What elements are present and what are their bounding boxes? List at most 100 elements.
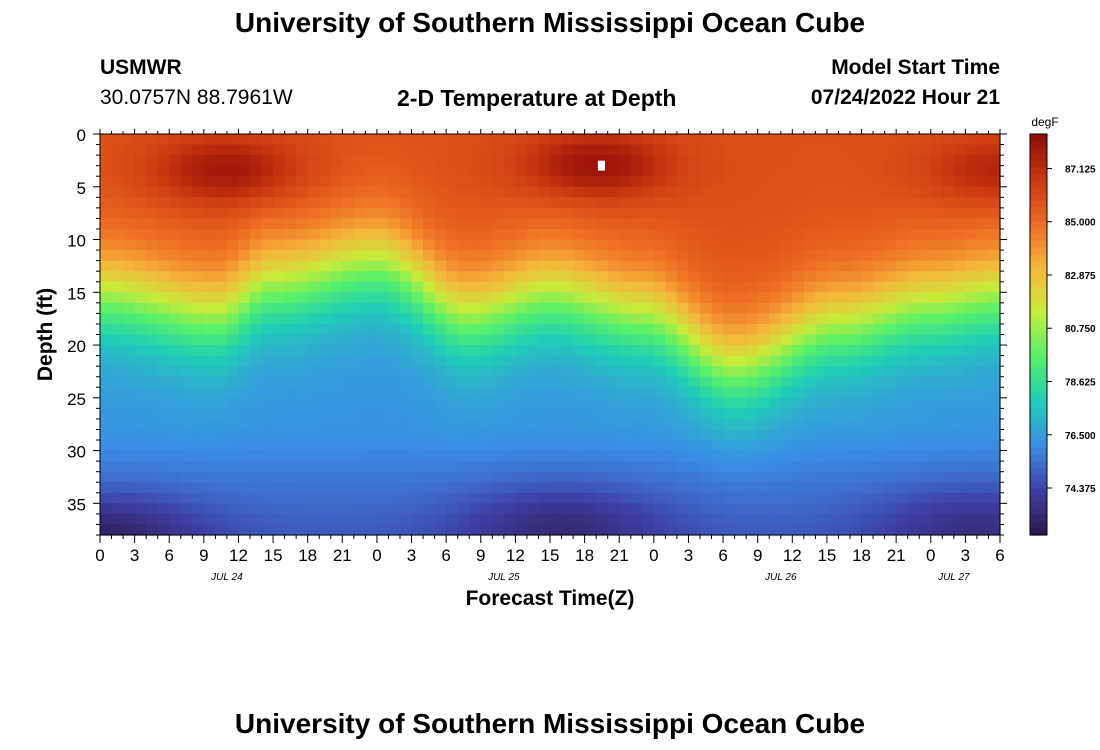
heatmap-cell — [653, 313, 666, 325]
heatmap-cell — [492, 366, 505, 378]
heatmap-cell — [157, 355, 170, 367]
heatmap-cell — [561, 345, 574, 357]
heatmap-cell — [850, 186, 863, 198]
x-tick-label: 12 — [783, 546, 802, 565]
heatmap-cell — [134, 376, 147, 388]
heatmap-cell — [884, 292, 897, 304]
colorbar-segment — [1030, 267, 1047, 275]
heatmap-cell — [653, 271, 666, 283]
heatmap-cell — [711, 292, 724, 304]
heatmap-cell — [803, 302, 816, 314]
heatmap-cell — [561, 207, 574, 220]
heatmap-cell — [561, 387, 574, 399]
heatmap-cell — [976, 207, 990, 220]
heatmap-cell — [723, 366, 736, 378]
heatmap-cell — [873, 292, 886, 304]
heatmap-cell — [734, 165, 747, 177]
heatmap-cell — [803, 144, 816, 156]
heatmap-cell — [480, 524, 493, 536]
heatmap-cell — [642, 492, 655, 504]
heatmap-cell — [896, 250, 909, 262]
heatmap-cell — [873, 313, 886, 325]
heatmap-cell — [573, 429, 586, 441]
heatmap-cell — [757, 397, 770, 409]
heatmap-cell — [953, 418, 966, 431]
heatmap-cell — [342, 345, 355, 357]
heatmap-cell — [330, 250, 343, 262]
heatmap-cell — [226, 524, 240, 536]
heatmap-cell — [123, 271, 136, 283]
heatmap-cell — [226, 176, 240, 188]
heatmap-cell — [342, 471, 355, 483]
heatmap-cell — [965, 176, 978, 188]
heatmap-cell — [226, 207, 240, 220]
heatmap-cell — [261, 429, 274, 441]
heatmap-cell — [757, 207, 770, 220]
heatmap-cell — [826, 250, 840, 262]
heatmap-cell — [619, 418, 632, 431]
heatmap-cell — [792, 376, 805, 388]
heatmap-cell — [596, 144, 609, 156]
heatmap-cell — [757, 271, 770, 283]
heatmap-cell — [896, 134, 909, 146]
heatmap-cell — [884, 366, 897, 378]
heatmap-cell — [619, 165, 632, 177]
heatmap-cell — [250, 134, 263, 146]
heatmap-cell — [584, 397, 597, 409]
heatmap-cell — [769, 292, 782, 304]
heatmap-cell — [261, 302, 274, 314]
heatmap-cell — [365, 471, 378, 483]
heatmap-cell — [307, 366, 320, 378]
heatmap-cell — [538, 134, 551, 146]
heatmap-cell — [423, 281, 436, 293]
heatmap-cell — [942, 323, 955, 336]
heatmap-cell — [642, 461, 655, 473]
heatmap-cell — [457, 176, 470, 188]
heatmap-cell — [550, 513, 563, 526]
heatmap-cell — [700, 492, 713, 504]
heatmap-cell — [296, 334, 309, 346]
heatmap-cell — [965, 429, 978, 441]
heatmap-cell — [342, 366, 355, 378]
heatmap-cell — [250, 260, 263, 272]
heatmap-cell — [711, 355, 724, 367]
heatmap-cell — [642, 376, 655, 388]
heatmap-cell — [584, 503, 597, 515]
heatmap-cell — [157, 397, 170, 409]
heatmap-cell — [550, 503, 563, 515]
heatmap-cell — [388, 250, 401, 262]
heatmap-cell — [884, 134, 897, 146]
heatmap-cell — [353, 218, 366, 230]
heatmap-cell — [376, 513, 390, 526]
heatmap-cell — [746, 397, 759, 409]
heatmap-cell — [861, 513, 874, 526]
heatmap-cell — [111, 155, 124, 167]
heatmap-cell — [815, 186, 828, 198]
heatmap-cell — [734, 323, 747, 336]
heatmap-cell — [930, 334, 943, 346]
heatmap-cell — [861, 450, 874, 462]
heatmap-cell — [757, 376, 770, 388]
heatmap-cell — [330, 197, 343, 209]
heatmap-cell — [700, 482, 713, 494]
heatmap-cell — [238, 482, 251, 494]
heatmap-cell — [203, 250, 216, 262]
heatmap-cell — [457, 492, 470, 504]
heatmap-cell — [342, 461, 355, 473]
heatmap-cell — [192, 165, 205, 177]
colorbar-segment — [1030, 200, 1047, 209]
heatmap-cell — [169, 334, 182, 346]
heatmap-cell — [157, 366, 170, 378]
heatmap-cell — [134, 408, 147, 420]
colorbar-segment — [1030, 194, 1047, 202]
heatmap-cell — [746, 281, 759, 293]
heatmap-cell — [134, 387, 147, 399]
heatmap-cell — [953, 165, 966, 177]
heatmap-cell — [492, 503, 505, 515]
heatmap-cell — [976, 260, 990, 272]
heatmap-cell — [711, 524, 724, 536]
heatmap-cell — [665, 376, 678, 388]
heatmap-cell — [596, 450, 609, 462]
heatmap-cell — [284, 176, 297, 188]
heatmap-cell — [607, 471, 620, 483]
